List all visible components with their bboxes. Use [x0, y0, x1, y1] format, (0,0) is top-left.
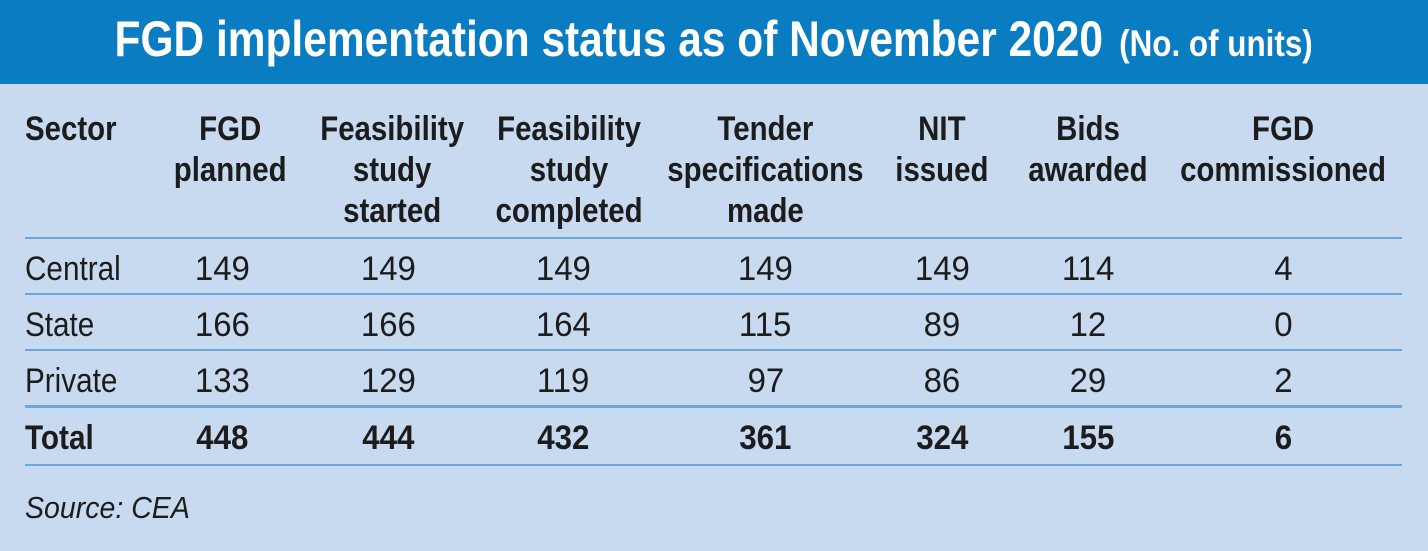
cell-value: 164: [535, 306, 591, 345]
title-wrap: FGD implementation status as of November…: [115, 0, 1313, 81]
cell-state-nit-issued: 89: [873, 294, 1011, 350]
rule-below-header: [25, 236, 1402, 239]
cell-value: 361: [739, 419, 792, 458]
cell-value: 114: [1061, 250, 1115, 289]
row-label: Private: [25, 362, 118, 401]
cell-total-nit-issued: 324: [873, 406, 1011, 464]
rule-below-total: [25, 463, 1402, 466]
cell-total-fgd-planned: 448: [137, 406, 308, 464]
cell-total-tender-specs: 361: [658, 406, 873, 464]
data-table: Sector FGD planned Feasibility study sta…: [25, 84, 1402, 464]
cell-private-tender-specs: 97: [658, 350, 873, 406]
cell-state-bids-awarded: 12: [1011, 294, 1165, 350]
row-label: State: [25, 306, 95, 345]
col-header-feasibility-study-completed: Feasibility study completed: [468, 84, 658, 238]
cell-central-feasibility-started: 149: [308, 238, 468, 294]
cell-value: 12: [1069, 306, 1107, 345]
col-header-fgd-commissioned-label: FGD commissioned: [1180, 110, 1387, 189]
chart-title: FGD implementation status as of November…: [114, 10, 1104, 67]
cell-private-fgd-commissioned: 2: [1165, 350, 1402, 406]
cell-value: 149: [737, 250, 794, 289]
cell-central-tender-specs: 149: [658, 238, 873, 294]
cell-state-feasibility-started: 166: [308, 294, 468, 350]
cell-value: 0: [1274, 306, 1293, 345]
cell-central-nit-issued: 149: [873, 238, 1011, 294]
source-note-text: Source: CEA: [25, 489, 190, 525]
source-note: Source: CEA: [25, 492, 204, 523]
cell-central-fgd-commissioned: 4: [1165, 238, 1402, 294]
cell-value: 149: [914, 250, 970, 289]
cell-value: 149: [360, 250, 416, 289]
cell-total-feasibility-completed: 432: [468, 406, 658, 464]
cell-value: 6: [1274, 419, 1293, 458]
cell-value: 133: [194, 362, 251, 401]
col-header-fgd-planned-label: FGD planned: [174, 110, 287, 189]
col-header-feasibility-study-completed-label: Feasibility study completed: [495, 110, 643, 230]
cell-value: 29: [1069, 362, 1107, 401]
col-header-feasibility-study-started: Feasibility study started: [308, 84, 468, 238]
cell-value: 444: [361, 419, 415, 458]
row-total-label-cell: Total: [25, 406, 137, 464]
cell-value: 129: [360, 362, 416, 401]
cell-value: 2: [1274, 362, 1293, 401]
cell-value: 149: [194, 250, 251, 289]
cell-central-bids-awarded: 114: [1011, 238, 1165, 294]
rule-below-state: [25, 348, 1402, 351]
cell-private-feasibility-completed: 119: [468, 350, 658, 406]
cell-value: 97: [747, 362, 784, 401]
cell-state-tender-specs: 115: [658, 294, 873, 350]
cell-value: 119: [536, 362, 590, 401]
cell-private-bids-awarded: 29: [1011, 350, 1165, 406]
cell-value: 448: [196, 419, 249, 458]
row-private-label-cell: Private: [25, 350, 137, 406]
cell-value: 86: [923, 362, 961, 401]
col-header-tender-specifications-made-label: Tender specifications made: [667, 110, 864, 230]
cell-private-fgd-planned: 133: [137, 350, 308, 406]
title-bar: FGD implementation status as of November…: [0, 0, 1428, 84]
cell-value: 324: [915, 419, 969, 458]
row-label: Total: [25, 419, 94, 458]
cell-value: 432: [536, 419, 590, 458]
cell-state-feasibility-completed: 164: [468, 294, 658, 350]
col-header-tender-specifications-made: Tender specifications made: [658, 84, 873, 238]
cell-value: 166: [194, 306, 251, 345]
col-header-sector-label: Sector: [25, 110, 117, 148]
col-header-fgd-planned: FGD planned: [137, 84, 308, 238]
row-central-label-cell: Central: [25, 238, 137, 294]
cell-value: 155: [1061, 419, 1115, 458]
rule-below-private: [25, 405, 1402, 408]
col-header-fgd-commissioned: FGD commissioned: [1165, 84, 1402, 238]
col-header-bids-awarded: Bids awarded: [1011, 84, 1165, 238]
cell-value: 4: [1274, 250, 1293, 289]
rule-below-central: [25, 292, 1402, 295]
chart-title-units: (No. of units): [1119, 22, 1314, 64]
col-header-sector: Sector: [25, 84, 137, 238]
cell-central-feasibility-completed: 149: [468, 238, 658, 294]
col-header-bids-awarded-label: Bids awarded: [1028, 110, 1148, 189]
row-state-label-cell: State: [25, 294, 137, 350]
cell-value: 149: [535, 250, 591, 289]
cell-state-fgd-commissioned: 0: [1165, 294, 1402, 350]
cell-private-feasibility-started: 129: [308, 350, 468, 406]
col-header-nit-issued-label: NIT issued: [895, 110, 989, 189]
cell-total-feasibility-started: 444: [308, 406, 468, 464]
cell-total-bids-awarded: 155: [1011, 406, 1165, 464]
cell-private-nit-issued: 86: [873, 350, 1011, 406]
cell-central-fgd-planned: 149: [137, 238, 308, 294]
cell-value: 166: [360, 306, 416, 345]
col-header-nit-issued: NIT issued: [873, 84, 1011, 238]
row-label: Central: [25, 250, 121, 289]
cell-value: 89: [923, 306, 961, 345]
cell-state-fgd-planned: 166: [137, 294, 308, 350]
cell-total-fgd-commissioned: 6: [1165, 406, 1402, 464]
col-header-feasibility-study-started-label: Feasibility study started: [320, 110, 464, 230]
cell-value: 115: [739, 306, 792, 345]
